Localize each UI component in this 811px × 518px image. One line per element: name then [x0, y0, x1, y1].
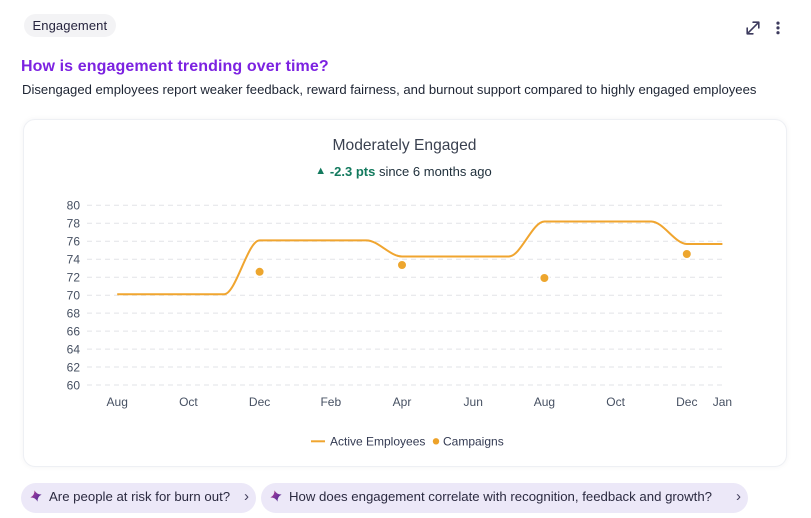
- svg-text:Apr: Apr: [393, 395, 412, 409]
- svg-text:Dec: Dec: [676, 395, 697, 409]
- svg-text:78: 78: [67, 217, 81, 231]
- svg-text:76: 76: [67, 235, 81, 249]
- svg-text:Aug: Aug: [107, 395, 128, 409]
- svg-text:74: 74: [67, 253, 81, 267]
- svg-text:80: 80: [67, 199, 81, 213]
- svg-text:72: 72: [67, 271, 81, 285]
- svg-text:Dec: Dec: [249, 395, 270, 409]
- svg-text:68: 68: [67, 306, 81, 320]
- svg-text:62: 62: [67, 360, 81, 374]
- svg-text:Jan: Jan: [713, 395, 732, 409]
- svg-text:Aug: Aug: [534, 395, 555, 409]
- svg-text:60: 60: [67, 378, 81, 392]
- svg-text:Active Employees: Active Employees: [330, 435, 425, 449]
- svg-text:70: 70: [67, 289, 81, 303]
- svg-text:Oct: Oct: [179, 395, 198, 409]
- svg-text:64: 64: [67, 342, 81, 356]
- svg-text:Feb: Feb: [320, 395, 341, 409]
- svg-text:Campaigns: Campaigns: [443, 435, 504, 449]
- svg-text:Jun: Jun: [464, 395, 483, 409]
- svg-text:66: 66: [67, 324, 81, 338]
- svg-text:Oct: Oct: [606, 395, 625, 409]
